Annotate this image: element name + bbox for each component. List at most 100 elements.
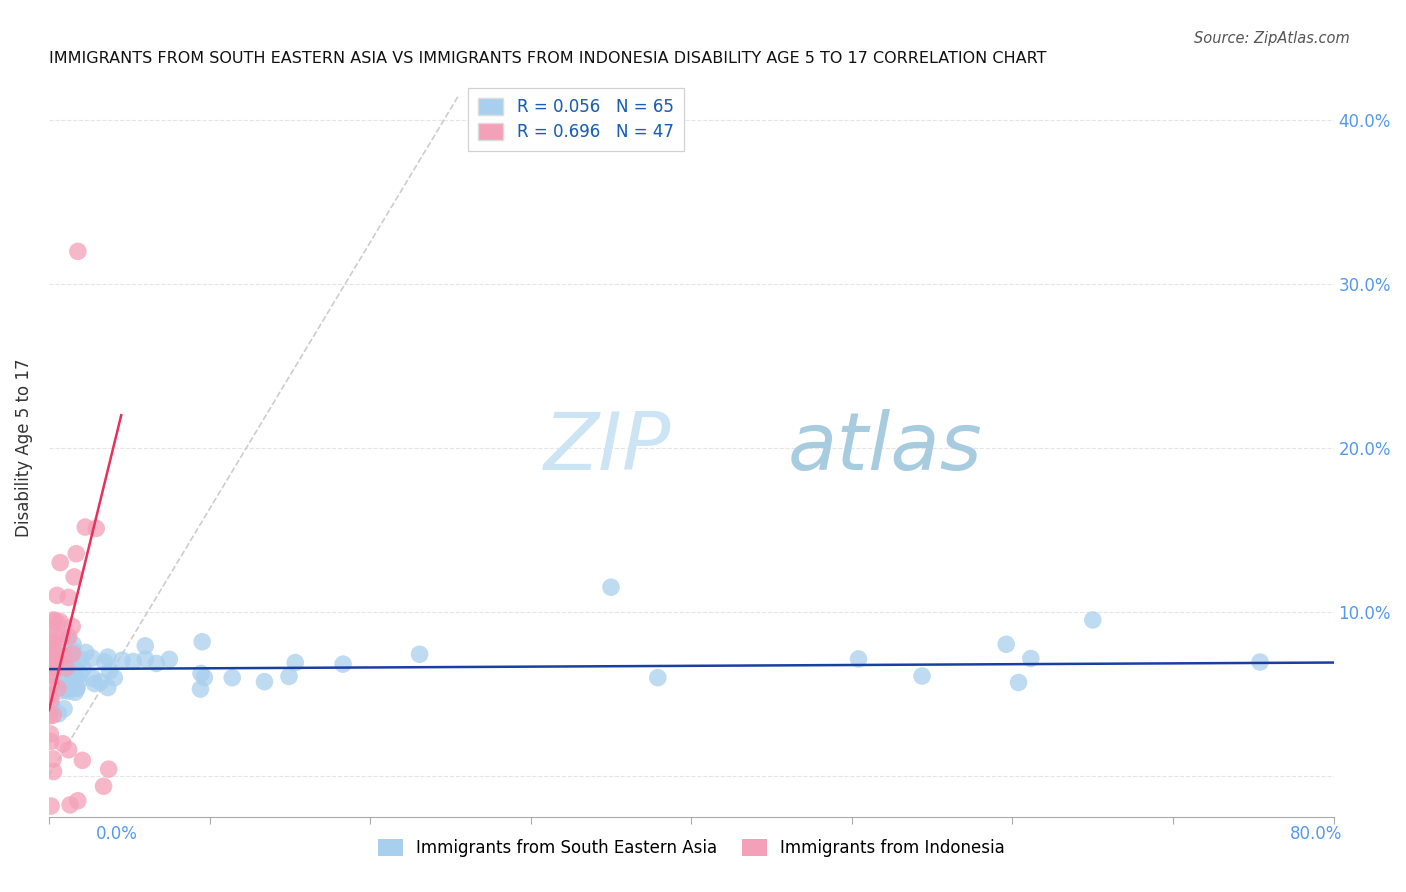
Point <box>647 671 669 685</box>
Text: IMMIGRANTS FROM SOUTH EASTERN ASIA VS IMMIGRANTS FROM INDONESIA DISABILITY AGE 5: IMMIGRANTS FROM SOUTH EASTERN ASIA VS IM… <box>49 51 1046 66</box>
Point <box>62 643 84 657</box>
Point <box>51 683 73 698</box>
Text: atlas: atlas <box>787 409 983 487</box>
Point <box>848 652 870 666</box>
Point <box>56 681 79 696</box>
Point <box>80 651 103 665</box>
Point <box>93 779 115 793</box>
Point <box>44 614 66 628</box>
Point <box>55 657 77 671</box>
Point <box>63 659 86 673</box>
Point <box>63 685 86 699</box>
Point <box>67 674 90 689</box>
Point <box>45 646 67 660</box>
Point <box>46 615 69 630</box>
Point <box>600 580 623 594</box>
Text: ZIP: ZIP <box>544 409 671 487</box>
Legend: R = 0.056   N = 65, R = 0.696   N = 47: R = 0.056 N = 65, R = 0.696 N = 47 <box>468 87 683 151</box>
Point <box>1019 651 1042 665</box>
Point <box>72 753 94 767</box>
Point <box>39 799 62 814</box>
Point <box>911 669 934 683</box>
Text: 0.0%: 0.0% <box>96 825 138 843</box>
Point <box>93 655 115 669</box>
Point <box>55 661 77 675</box>
Point <box>63 570 86 584</box>
Point <box>52 649 75 664</box>
Point <box>39 727 62 741</box>
Point <box>41 698 63 713</box>
Point <box>66 681 89 695</box>
Point <box>193 671 215 685</box>
Point <box>103 671 125 685</box>
Point <box>82 672 104 686</box>
Point <box>38 630 60 644</box>
Point <box>97 650 120 665</box>
Point <box>65 671 87 685</box>
Point <box>48 615 70 629</box>
Point <box>46 588 69 602</box>
Point <box>190 666 212 681</box>
Point <box>46 681 69 696</box>
Point <box>42 648 65 663</box>
Point <box>56 631 79 645</box>
Point <box>45 648 67 662</box>
Point <box>84 521 107 535</box>
Point <box>41 663 63 677</box>
Point <box>69 666 91 681</box>
Point <box>39 658 62 673</box>
Point <box>48 706 70 721</box>
Point <box>332 657 354 672</box>
Point <box>53 702 76 716</box>
Point <box>408 647 430 661</box>
Point <box>1007 675 1029 690</box>
Text: Source: ZipAtlas.com: Source: ZipAtlas.com <box>1194 31 1350 46</box>
Point <box>253 674 276 689</box>
Point <box>62 647 84 661</box>
Point <box>995 637 1018 651</box>
Point <box>51 673 73 688</box>
Point <box>191 634 214 648</box>
Point <box>38 708 60 723</box>
Point <box>38 667 60 681</box>
Point <box>39 653 62 667</box>
Point <box>59 797 82 812</box>
Point <box>134 639 156 653</box>
Point <box>42 613 65 627</box>
Point <box>98 664 121 678</box>
Point <box>58 684 80 698</box>
Point <box>42 708 65 723</box>
Point <box>221 671 243 685</box>
Point <box>41 664 63 678</box>
Point <box>48 669 70 683</box>
Point <box>284 656 307 670</box>
Point <box>134 652 156 666</box>
Point <box>58 743 80 757</box>
Point <box>42 764 65 779</box>
Point <box>41 676 63 690</box>
Point <box>51 631 73 645</box>
Point <box>60 669 83 683</box>
Point <box>62 637 84 651</box>
Point <box>1081 613 1104 627</box>
Point <box>52 651 75 665</box>
Point <box>145 657 167 671</box>
Point <box>157 652 180 666</box>
Point <box>75 520 97 534</box>
Point <box>62 668 84 682</box>
Point <box>83 676 105 690</box>
Point <box>75 645 97 659</box>
Point <box>97 681 120 695</box>
Point <box>190 681 212 696</box>
Point <box>70 652 93 666</box>
Y-axis label: Disability Age 5 to 17: Disability Age 5 to 17 <box>15 359 32 537</box>
Point <box>58 630 80 644</box>
Point <box>66 681 89 696</box>
Point <box>46 644 69 658</box>
Point <box>60 619 83 633</box>
Point <box>56 649 79 664</box>
Point <box>65 547 87 561</box>
Point <box>49 556 72 570</box>
Point <box>52 737 75 751</box>
Point <box>97 762 120 776</box>
